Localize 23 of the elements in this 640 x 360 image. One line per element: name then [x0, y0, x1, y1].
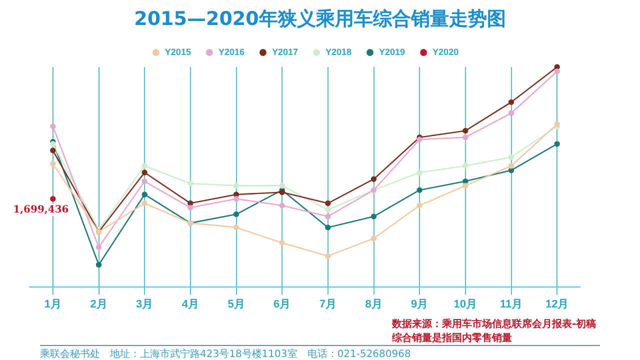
legend-label: Y2016: [218, 46, 244, 57]
legend-label: Y2019: [379, 46, 406, 57]
legend-label: Y2015: [164, 46, 191, 57]
x-tick-label: 1月: [44, 298, 62, 310]
text: 综合销量是指国内零售销量: [392, 332, 513, 346]
x-tick-label: 11月: [500, 298, 523, 310]
legend-label: Y2020: [432, 46, 459, 57]
text: 乘联会秘书处 地址：上海市武宁路423号18号楼1103室 电话：021-52680968: [40, 345, 600, 360]
legend-label: Y2017: [272, 46, 298, 57]
x-tick-label: 10月: [454, 298, 478, 310]
x-tick-label: 3月: [136, 298, 154, 310]
x-tick-label: 9月: [411, 298, 428, 310]
x-tick-label: 2月: [90, 298, 108, 310]
x-tick-label: 8月: [365, 298, 382, 310]
legend-label: Y2018: [326, 46, 352, 57]
x-tick-label: 6月: [274, 298, 291, 310]
x-tick-label: 4月: [182, 298, 199, 310]
x-tick-label: 7月: [319, 298, 336, 310]
x-tick-label: 5月: [228, 298, 245, 310]
x-tick-label: 12月: [545, 298, 569, 310]
chart-title: 2015—2020年狭义乘用车综合销量走势图: [133, 7, 507, 32]
source-note: 数据来源：乘用车市场信息联席会月报表-初稿: [392, 318, 596, 332]
annotation: 1,699,436: [13, 204, 69, 216]
